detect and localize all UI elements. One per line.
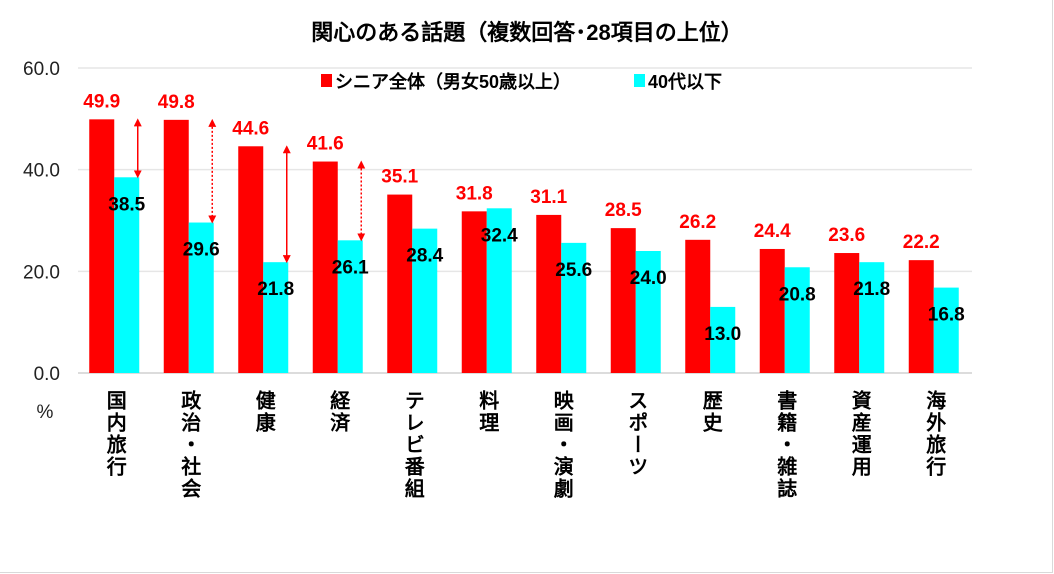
data-label-under40: 21.8	[853, 279, 890, 300]
bar-under40	[561, 242, 587, 373]
category-label: テレビ番組	[401, 390, 424, 500]
data-label-senior: 28.5	[605, 200, 642, 221]
data-label-under40: 28.4	[406, 246, 443, 267]
bar-senior	[461, 211, 487, 373]
bar-senior	[312, 161, 338, 373]
legend-label-senior: シニア全体（男女50歳以上）	[335, 71, 571, 92]
category-label: 経済	[326, 390, 349, 434]
data-label-under40: 25.6	[555, 260, 592, 281]
bar-senior	[834, 253, 860, 373]
data-label-under40: 32.4	[481, 225, 518, 246]
legend-swatch-senior	[321, 74, 332, 87]
data-label-senior: 41.6	[307, 134, 344, 155]
data-label-under40: 24.0	[630, 268, 667, 289]
bar-under40	[933, 287, 959, 373]
bar-under40	[859, 262, 885, 373]
category-label: 書籍・雑誌	[773, 390, 796, 500]
bar-under40	[412, 228, 438, 373]
data-label-senior: 24.4	[754, 221, 791, 242]
y-axis-unit: %	[37, 402, 54, 423]
category-label: 資産運用	[848, 390, 871, 478]
category-label: 映画・演劇	[550, 390, 573, 500]
bar-senior	[238, 146, 264, 373]
bar-senior	[759, 248, 785, 373]
data-label-under40: 38.5	[108, 194, 145, 215]
data-label-senior: 49.9	[83, 91, 120, 112]
bar-senior	[685, 239, 711, 373]
category-label: 国内旅行	[103, 390, 126, 478]
category-label: 海外旅行	[922, 390, 945, 478]
y-tick-label: 60.0	[23, 59, 60, 80]
bar-under40	[710, 306, 736, 373]
data-label-senior: 22.2	[903, 232, 940, 253]
bar-senior	[610, 228, 636, 373]
data-label-senior: 23.6	[828, 225, 865, 246]
y-tick-label: 20.0	[23, 262, 60, 283]
bar-senior	[163, 119, 189, 373]
chart-title: 関心のある話題（複数回答･28項目の上位）	[311, 20, 742, 45]
data-label-senior: 26.2	[679, 212, 716, 233]
bar-under40	[114, 177, 140, 373]
category-label: 健康	[252, 390, 275, 434]
bar-under40	[188, 222, 214, 373]
data-label-under40: 16.8	[928, 305, 965, 326]
data-label-under40: 26.1	[332, 257, 369, 278]
data-label-senior: 31.1	[530, 187, 567, 208]
data-label-under40: 29.6	[183, 240, 220, 261]
bar-senior	[908, 260, 934, 373]
data-label-under40: 20.8	[779, 284, 816, 305]
y-tick-label: 40.0	[23, 161, 60, 182]
y-tick-label: 0.0	[34, 364, 60, 385]
legend-label-under40: 40代以下	[648, 72, 722, 92]
data-label-under40: 21.8	[257, 279, 294, 300]
bar-under40	[337, 240, 363, 373]
bar-under40	[263, 262, 289, 373]
category-label: 政治・社会	[177, 390, 200, 500]
bar-under40	[635, 251, 661, 373]
bar-under40	[784, 267, 810, 373]
category-label: 歴史	[699, 390, 722, 434]
legend-swatch-under40	[634, 74, 645, 87]
category-label: 料理	[475, 390, 498, 434]
legend: シニア全体（男女50歳以上） 40代以下	[321, 71, 722, 92]
category-label: スポーツ	[624, 390, 647, 478]
data-label-senior: 31.8	[456, 183, 493, 204]
data-label-under40: 13.0	[704, 324, 741, 345]
bar-senior	[89, 119, 115, 373]
bar-senior	[387, 194, 413, 373]
data-label-senior: 44.6	[232, 118, 269, 139]
bar-under40	[486, 208, 512, 373]
data-label-senior: 49.8	[158, 92, 195, 113]
bar-senior	[536, 214, 562, 373]
data-label-senior: 35.1	[381, 167, 418, 188]
